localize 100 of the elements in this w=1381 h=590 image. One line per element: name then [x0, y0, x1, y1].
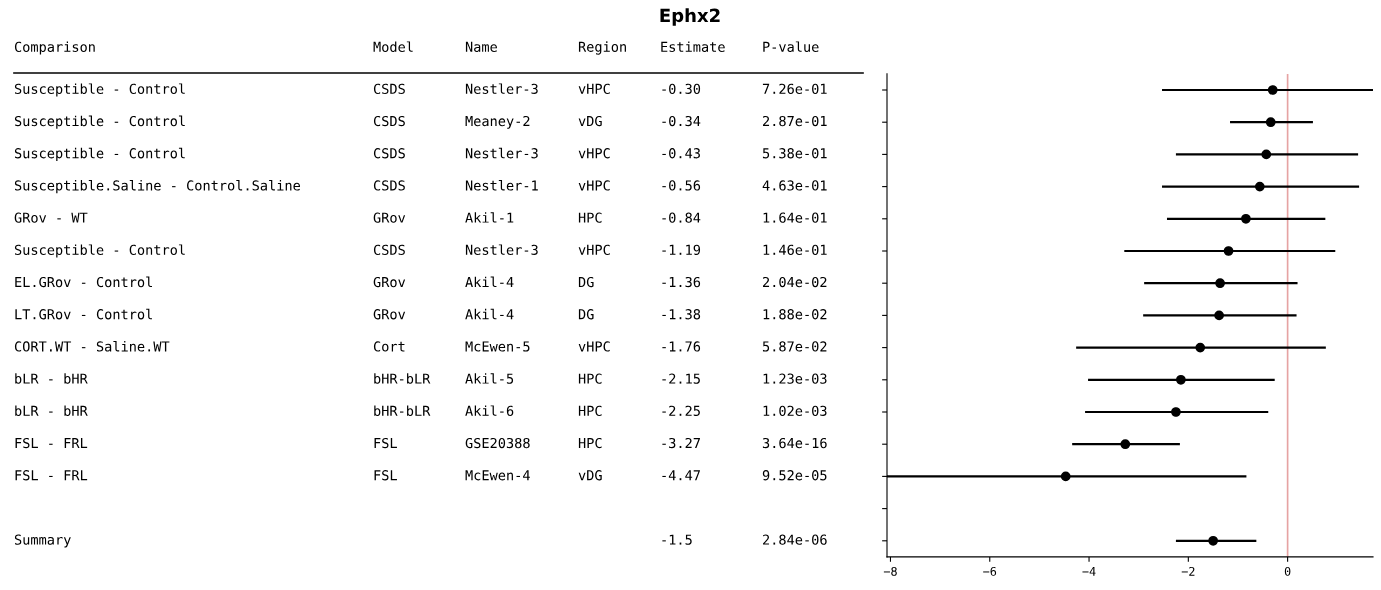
text: HPC: [578, 437, 602, 449]
text: Nestler-3: [465, 147, 538, 159]
text: Susceptible - Control: [14, 115, 185, 129]
text: -1.76: [662, 341, 701, 352]
x-tick-label: −2: [1181, 566, 1195, 576]
text: 4.63e-01: [762, 180, 827, 191]
text: CORT.WT - Saline.WT: [14, 340, 170, 352]
text: -2.15: [662, 373, 700, 384]
text: -3.27: [662, 437, 700, 449]
text: HPC: [578, 405, 602, 416]
text: Summary: [14, 534, 71, 548]
text: GRov: [373, 309, 406, 320]
text: -1.19: [662, 244, 701, 255]
point: [1267, 85, 1278, 95]
point: [1265, 117, 1276, 128]
text: GRov: [373, 212, 406, 223]
x-tick-label: −8: [883, 566, 897, 576]
text: -0.56: [662, 180, 701, 191]
text: Nestler-3: [465, 244, 538, 255]
text: Nestler-3: [465, 83, 538, 94]
text: 2.84e-06: [763, 534, 827, 545]
x-tick-label: 0: [1284, 566, 1291, 576]
text: bHR-bLR: [374, 405, 431, 416]
point: [1241, 213, 1251, 224]
category-label: Region: [578, 41, 626, 55]
text: -1.5: [662, 534, 692, 545]
text: 1.64e-01: [763, 212, 827, 223]
x-tick-label: −4: [1082, 567, 1096, 576]
text: Akil-4: [465, 276, 514, 287]
text: vHPC: [578, 83, 610, 94]
point: [1120, 439, 1131, 450]
point: [1195, 342, 1206, 353]
point: [1171, 407, 1181, 417]
category-label: Model: [373, 41, 413, 52]
text: DG: [578, 309, 594, 320]
text: 1.88e-02: [763, 309, 827, 320]
text: Cort: [373, 341, 405, 352]
text: GSE20388: [465, 437, 530, 449]
text: 5.38e-01: [762, 148, 827, 159]
text: CSDS: [373, 115, 405, 127]
category-label: Comparison: [14, 41, 95, 55]
text: CSDS: [373, 148, 405, 159]
text: 2.87e-01: [763, 115, 827, 127]
text: FSL: [374, 437, 397, 449]
x-tick-label: −6: [983, 566, 997, 576]
text: HPC: [578, 212, 602, 223]
category-label: P-value: [763, 41, 819, 52]
point: [1060, 471, 1071, 482]
text: vDG: [578, 115, 602, 127]
point: [1215, 278, 1225, 289]
text: FSL: [374, 470, 397, 481]
point: [1261, 149, 1272, 160]
text: Meaney-2: [465, 115, 530, 129]
text: vHPC: [578, 148, 610, 159]
text: GRov - WT: [14, 212, 88, 223]
text: bHR-bLR: [374, 373, 431, 384]
text: Ephx2: [660, 8, 720, 26]
category-label: Estimate: [661, 41, 725, 52]
point: [1208, 535, 1219, 546]
text: McEwen-4: [465, 470, 530, 481]
text: 9.52e-05: [762, 470, 827, 481]
text: Nestler-1: [465, 179, 538, 191]
text: vHPC: [578, 244, 610, 255]
text: -2.25: [662, 405, 700, 416]
text: FSL - FRL: [15, 437, 88, 449]
text: Susceptible.Saline - Control.Saline: [14, 179, 301, 194]
text: DG: [578, 276, 594, 288]
text: HPC: [578, 373, 602, 384]
text: EL.GRov - Control: [15, 276, 152, 288]
text: 1.23e-03: [763, 373, 827, 384]
text: Susceptible - Control: [14, 83, 185, 97]
text: CSDS: [373, 180, 405, 191]
text: Akil-4: [465, 308, 514, 320]
text: FSL - FRL: [15, 470, 88, 481]
text: -4.47: [662, 470, 700, 481]
text: LT.GRov - Control: [15, 308, 152, 320]
text: -1.38: [662, 309, 701, 320]
text: Akil-1: [465, 212, 514, 223]
point: [1214, 310, 1224, 321]
text: vHPC: [578, 180, 610, 191]
text: -1.36: [662, 276, 701, 288]
text: 1.02e-03: [763, 405, 827, 416]
text: 3.64e-16: [762, 437, 827, 449]
text: Susceptible - Control: [14, 147, 185, 162]
text: McEwen-5: [465, 341, 530, 352]
point: [1254, 181, 1265, 192]
text: CSDS: [373, 244, 405, 255]
point: [1223, 246, 1234, 256]
text: -0.43: [662, 148, 700, 159]
text: Akil-6: [465, 405, 514, 416]
text: vHPC: [578, 341, 610, 352]
text: Akil-5: [465, 373, 514, 384]
text: GRov: [373, 276, 406, 288]
text: Susceptible - Control: [14, 244, 185, 258]
point: [1176, 374, 1186, 385]
text: 2.04e-02: [763, 276, 827, 288]
text: -0.34: [662, 115, 701, 127]
text: CSDS: [373, 83, 405, 94]
category-label: Name: [465, 41, 497, 52]
text: bLR - bHR: [15, 405, 88, 416]
